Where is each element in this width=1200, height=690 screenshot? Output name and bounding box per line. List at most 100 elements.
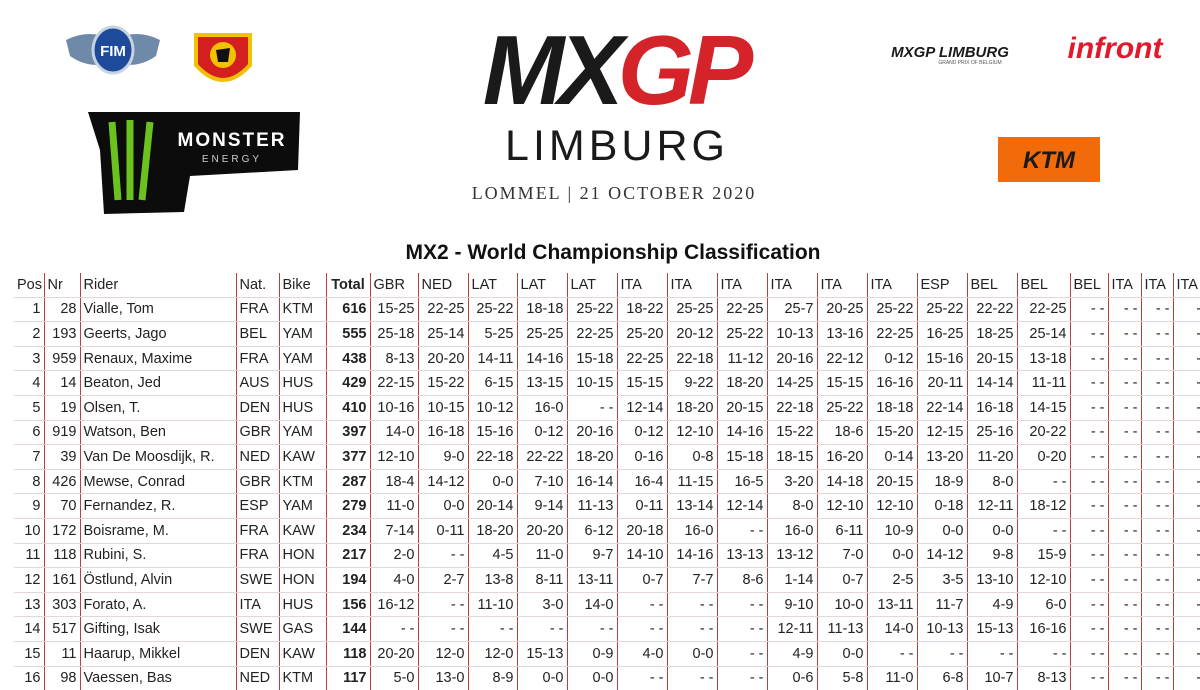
table-cell: 22-25 — [566, 321, 617, 347]
table-cell: GBR — [235, 469, 279, 495]
table-cell: - - — [1069, 469, 1108, 495]
table-cell: 0-8 — [666, 444, 717, 470]
table-cell: 919 — [43, 420, 80, 446]
table-cell: 18-18 — [516, 297, 567, 323]
column-header: Rider — [79, 273, 236, 298]
table-cell: 25-20 — [616, 321, 667, 347]
table-cell: - - — [566, 395, 617, 421]
table-cell: 10-15 — [417, 395, 468, 421]
table-cell: 25-7 — [766, 297, 817, 323]
table-cell: 18-22 — [616, 297, 667, 323]
table-cell: 10-7 — [966, 666, 1017, 690]
table-cell: - - — [1140, 493, 1173, 519]
column-header: LAT — [516, 273, 567, 298]
table-cell: Boisrame, M. — [79, 518, 236, 544]
table-cell: - - — [1107, 493, 1141, 519]
column-header: BEL — [1016, 273, 1070, 298]
table-cell: - - — [1069, 321, 1108, 347]
table-cell: Olsen, T. — [79, 395, 236, 421]
ktm-box — [998, 137, 1100, 182]
table-cell: 16-16 — [1016, 616, 1070, 642]
table-cell: 0-0 — [916, 518, 967, 544]
table-cell: 426 — [43, 469, 80, 495]
table-cell: 20-16 — [766, 346, 817, 372]
column-header: GBR — [369, 273, 418, 298]
table-cell: 12-15 — [916, 420, 967, 446]
table-cell: 14-25 — [766, 370, 817, 396]
table-cell: 16-0 — [666, 518, 717, 544]
table-cell: 13-11 — [866, 592, 917, 618]
table-cell: - - — [1172, 420, 1200, 446]
table-cell: 410 — [325, 395, 370, 421]
table-cell: 5-25 — [467, 321, 517, 347]
table-cell: 3 — [14, 346, 44, 372]
table-cell: HUS — [278, 395, 326, 421]
table-cell: Fernandez, R. — [79, 493, 236, 519]
event-info: LOMMEL | 21 OCTOBER 2020 — [472, 183, 757, 203]
table-cell: 4-0 — [369, 567, 418, 593]
table-cell: - - — [916, 641, 967, 667]
table-cell: 12-0 — [417, 641, 468, 667]
header-row: Pos Nr Rider Nat. Bike Total GBR NED LAT LAT LAT IT… — [14, 273, 1200, 298]
table-cell: 22-25 — [616, 346, 667, 372]
table-cell: 25-16 — [966, 420, 1017, 446]
table-cell: 5-8 — [816, 666, 867, 690]
column-header: Bike — [278, 273, 326, 298]
table-cell: 13-15 — [516, 370, 567, 396]
belgian-crest — [194, 33, 252, 82]
table-cell: 14-16 — [666, 543, 717, 569]
table-cell: 14-12 — [417, 469, 468, 495]
table-cell: 16-25 — [916, 321, 967, 347]
table-cell: 6 — [14, 420, 44, 446]
monster-logo: MONSTER ENERGY — [88, 112, 300, 214]
table-cell: 0-7 — [616, 567, 667, 593]
table-cell: 194 — [325, 567, 370, 593]
table-cell: 1-14 — [766, 567, 817, 593]
table-cell: FRA — [235, 543, 279, 569]
table-cell: 15-20 — [866, 420, 917, 446]
column-header: ITA — [866, 273, 917, 298]
table-cell: NED — [235, 666, 279, 690]
table-cell: 12-10 — [369, 444, 418, 470]
table-cell: 13-20 — [916, 444, 967, 470]
table-cell: - - — [1107, 297, 1141, 323]
table-cell: 98 — [43, 666, 80, 690]
table-cell: 13-10 — [966, 567, 1017, 593]
table-cell: 16-18 — [417, 420, 468, 446]
table-cell: 10-15 — [566, 370, 617, 396]
table-cell: Vialle, Tom — [79, 297, 236, 323]
table-cell: 16-20 — [816, 444, 867, 470]
table-cell: YAM — [278, 346, 326, 372]
table-cell: 0-16 — [616, 444, 667, 470]
table-cell: 25-25 — [516, 321, 567, 347]
table-cell: 14-0 — [369, 420, 418, 446]
table-cell: 6-15 — [467, 370, 517, 396]
table-cell: 555 — [325, 321, 370, 347]
table-cell: 12-0 — [467, 641, 517, 667]
table-cell: AUS — [235, 370, 279, 396]
table-cell: 9-0 — [417, 444, 468, 470]
table-cell: 9-8 — [966, 543, 1017, 569]
table-cell: 7-14 — [369, 518, 418, 544]
table-cell: - - — [666, 592, 717, 618]
table-cell: - - — [1069, 567, 1108, 593]
column-header: ITA — [666, 273, 717, 298]
table-cell: 11-10 — [467, 592, 517, 618]
table-cell: 15-22 — [417, 370, 468, 396]
table-cell: - - — [1107, 420, 1141, 446]
table-cell: 6-8 — [916, 666, 967, 690]
table-cell: - - — [1172, 346, 1200, 372]
table-cell: 12 — [14, 567, 44, 593]
table-cell: 10 — [14, 518, 44, 544]
table-cell: 193 — [43, 321, 80, 347]
table-cell: 16-0 — [766, 518, 817, 544]
table-cell: HON — [278, 543, 326, 569]
table-cell: 0-7 — [816, 567, 867, 593]
table-cell: 22-12 — [816, 346, 867, 372]
table-cell: - - — [1107, 346, 1141, 372]
rider-row: 10 172 Boisrame, M. FRA KAW 234 7-14 0-11 18-20 2… — [14, 518, 1200, 544]
table-cell: - - — [1140, 321, 1173, 347]
column-header: ITA — [1107, 273, 1141, 298]
column-header: Pos — [14, 273, 44, 298]
table-cell: 8-11 — [516, 567, 567, 593]
